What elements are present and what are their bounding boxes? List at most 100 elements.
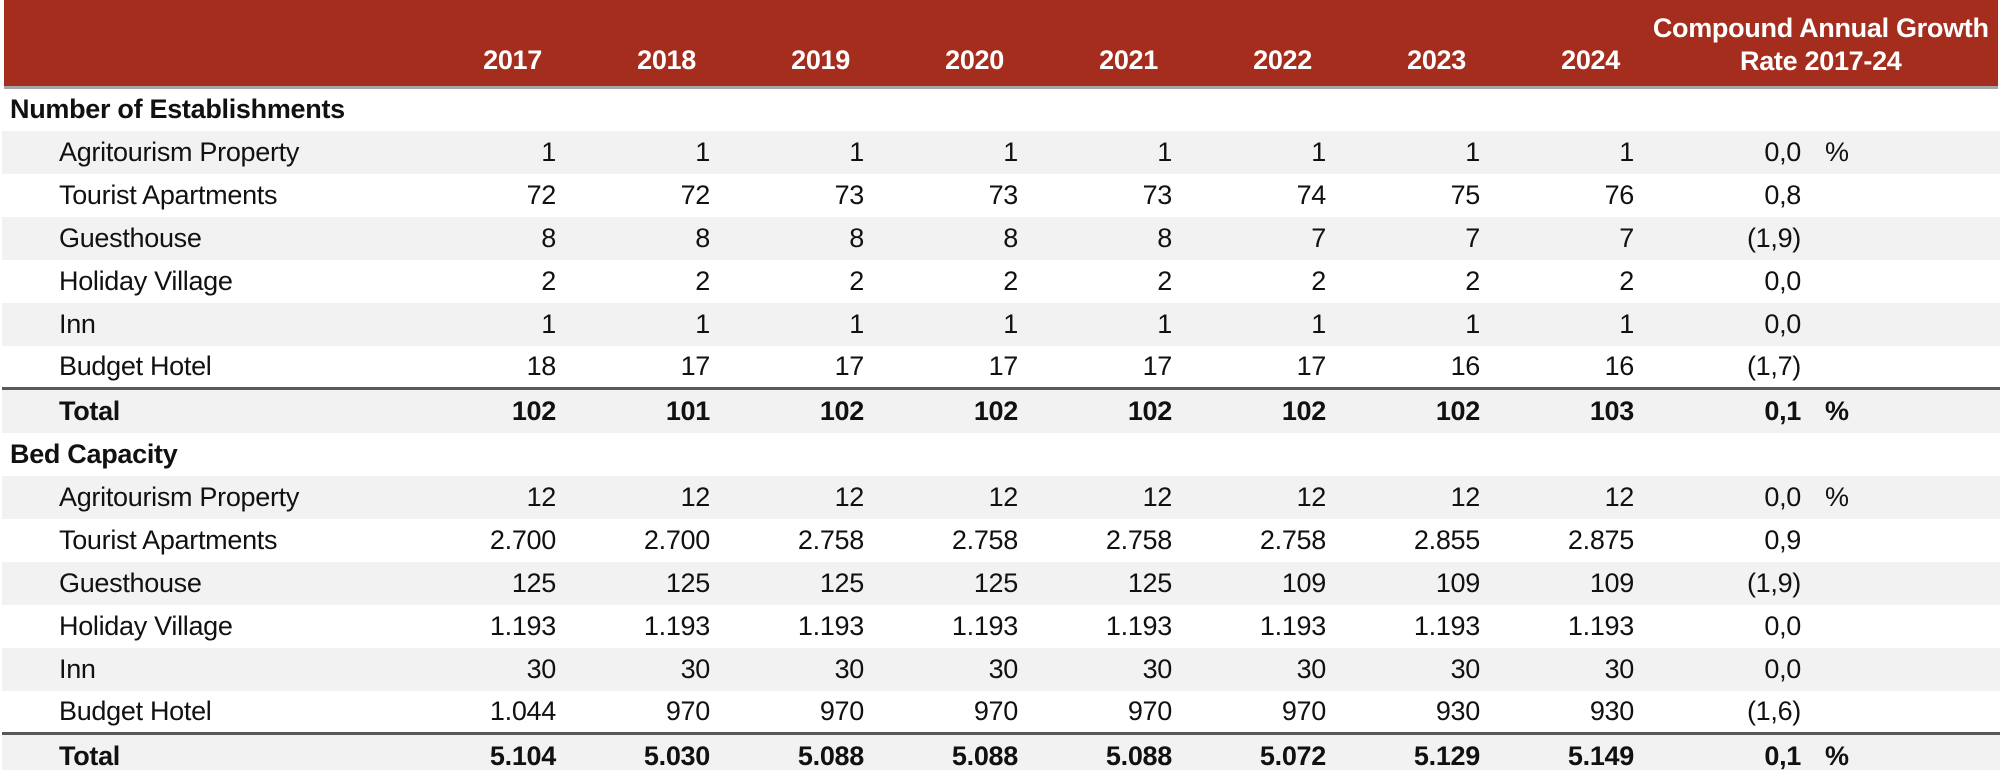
table-row: Guesthouse 8 8 8 8 8 7 7 7 (1,9) [2,216,2000,260]
value-cell: 1.193 [1105,610,1172,641]
table-row: Tourist Apartments 2.700 2.700 2.758 2.758 2.… [2,519,2000,562]
value-cell: 17 [680,350,711,381]
value-cell: 7 [1182,216,1336,260]
value-cell: 12 [566,475,720,519]
percent-sign-cell [1809,216,2000,260]
value-cell: 16 [1604,350,1635,381]
percent-sign-cell [1809,647,2000,691]
value-cell: 125 [566,561,720,605]
value-cell: 1 [1490,302,1644,346]
value-cell: 7 [1490,216,1644,260]
total-row: Total 102 101 102 102 102 102 102 103 0,1% [2,387,2000,433]
value-cell: 8 [874,216,1028,260]
value-cell: 1 [566,302,720,346]
value-cell: 103 [1490,387,1644,433]
value-cell: 1 [1336,130,1490,174]
cagr-cell: (1,7) [1746,350,1801,381]
value-cell: 30 [1028,647,1182,691]
value-cell: 1 [1182,302,1336,346]
section-header-row: Number of Establishments [2,88,2000,131]
percent-sign-cell: % [1809,130,2000,174]
value-cell: 72 [526,179,557,210]
value-cell: 7 [1336,216,1490,260]
value-cell: 970 [819,695,864,726]
row-label: Holiday Village [59,265,233,296]
value-cell: 17 [1142,350,1173,381]
value-cell: 73 [1142,179,1173,210]
value-cell: 970 [665,695,710,726]
value-cell: 1.193 [1413,610,1480,641]
value-cell: 5.104 [412,732,566,770]
value-cell: 8 [412,216,566,260]
year-header: 2019 [720,0,874,89]
row-label: Agritourism Property [2,475,412,519]
value-cell: 2 [1465,265,1480,296]
cagr-cell: 0,0 [1644,475,1809,519]
value-cell: 5.072 [1182,732,1336,770]
cagr-header: Compound Annual Growth Rate 2017-24 [1644,0,2000,89]
value-cell: 1 [1182,130,1336,174]
value-cell: 2 [1619,265,1634,296]
value-cell: 16 [1450,350,1481,381]
value-cell: 17 [834,350,865,381]
table-header: 2017 2018 2019 2020 2021 2022 2023 2024 … [0,0,2000,89]
value-cell: 8 [566,216,720,260]
value-cell: 970 [1127,695,1172,726]
value-cell: 2.700 [489,524,556,555]
year-header: 2022 [1182,0,1336,89]
value-cell: 2 [1311,265,1326,296]
value-cell: 1 [1336,302,1490,346]
header-label-spacer [0,0,412,89]
percent-sign-cell [1809,561,2000,605]
percent-sign-cell: % [1809,387,2000,433]
value-cell: 1 [1028,130,1182,174]
section-title: Number of Establishments [10,94,345,125]
value-cell: 1.193 [643,610,710,641]
value-cell: 102 [720,387,874,433]
value-cell: 2.758 [797,524,864,555]
row-label: Guesthouse [2,216,412,260]
table-row: Agritourism Property 12 12 12 12 12 12 12 12 0,0% [2,475,2000,519]
year-header: 2018 [566,0,720,89]
value-cell: 2 [1003,265,1018,296]
total-label: Total [2,732,412,770]
row-label: Guesthouse [2,561,412,605]
percent-sign-cell [1809,302,2000,346]
value-cell: 2.758 [951,524,1018,555]
table-row: Budget Hotel 1.044 970 970 970 970 970 930 930 (1… [2,691,2000,734]
year-header: 2020 [874,0,1028,89]
section-header-row: Bed Capacity [2,433,2000,476]
value-cell: 1.193 [489,610,556,641]
value-cell: 2 [695,265,710,296]
value-cell: 1.193 [797,610,864,641]
value-cell: 2.700 [643,524,710,555]
value-cell: 2.758 [1105,524,1172,555]
value-cell: 125 [874,561,1028,605]
cagr-cell: 0,1 [1644,732,1809,770]
year-header: 2024 [1490,0,1644,89]
cagr-cell: (1,9) [1644,216,1809,260]
percent-sign-cell [1809,260,2000,303]
value-cell: 125 [720,561,874,605]
row-label: Budget Hotel [59,695,212,726]
cagr-cell: 0,0 [1644,647,1809,691]
value-cell: 1 [566,130,720,174]
value-cell: 2 [849,265,864,296]
row-label: Inn [2,302,412,346]
value-cell: 102 [412,387,566,433]
value-cell: 970 [1281,695,1326,726]
value-cell: 1 [874,130,1028,174]
value-cell: 125 [1028,561,1182,605]
value-cell: 76 [1604,179,1635,210]
value-cell: 12 [720,475,874,519]
table-row: Guesthouse 125 125 125 125 125 109 109 109 (1,9) [2,561,2000,605]
section-title: Bed Capacity [10,438,178,469]
cagr-cell: 0,9 [1764,524,1801,555]
value-cell: 1 [1490,130,1644,174]
value-cell: 73 [834,179,865,210]
value-cell: 30 [1182,647,1336,691]
percent-sign-cell [1809,174,2000,217]
value-cell: 75 [1450,179,1481,210]
value-cell: 1 [412,130,566,174]
